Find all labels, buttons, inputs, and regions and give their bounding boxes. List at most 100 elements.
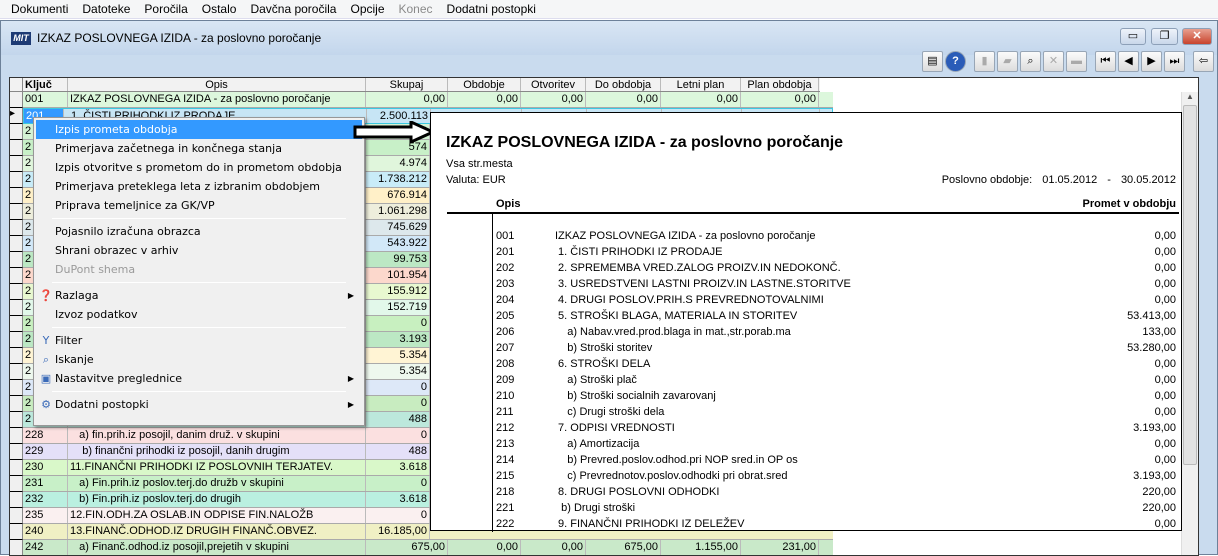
- settings-icon: ▣: [40, 372, 52, 385]
- vertical-scrollbar[interactable]: ▲: [1181, 92, 1198, 555]
- menu-dokumenti[interactable]: Dokumenti: [11, 2, 69, 16]
- search-button[interactable]: ⌕: [1020, 51, 1041, 72]
- menu-item-shrani-obrazec-v-arhiv[interactable]: Shrani obrazec v arhiv: [36, 241, 362, 260]
- report-row-value: 3.193,00: [1133, 422, 1176, 434]
- row-indicator[interactable]: [10, 268, 23, 284]
- menu-item-iskanje[interactable]: ⌕ Iskanje: [36, 350, 362, 369]
- row-indicator[interactable]: [10, 524, 23, 540]
- menu-separator: [52, 391, 346, 392]
- column-header-1[interactable]: Opis: [68, 78, 366, 91]
- row-indicator[interactable]: [10, 188, 23, 204]
- row-description: [68, 316, 366, 331]
- row-indicator[interactable]: [10, 316, 23, 332]
- column-header-4[interactable]: Otvoritev: [521, 78, 586, 91]
- help-button[interactable]: ?: [945, 51, 966, 72]
- row-indicator[interactable]: [10, 172, 23, 188]
- row-indicator[interactable]: [10, 444, 23, 460]
- close-button[interactable]: ✕: [1182, 28, 1212, 45]
- menu-item-nastavitve-preglednice[interactable]: ▣ Nastavitve preglednice ▶: [36, 369, 362, 388]
- print-icon: ▬: [1071, 55, 1082, 67]
- menu-item-label: Izvoz podatkov: [55, 308, 138, 321]
- menu-item-label: Nastavitve preglednice: [55, 372, 183, 385]
- next-record-button[interactable]: ▶: [1141, 51, 1162, 72]
- menu-datoteke[interactable]: Datoteke: [82, 2, 131, 16]
- menu-item-primerjava-začetnega-in-končnega-stanja[interactable]: Primerjava začetnega in končnega stanja: [36, 139, 362, 158]
- row-key: 230: [23, 460, 68, 475]
- row-indicator[interactable]: [10, 540, 23, 555]
- row-indicator[interactable]: [10, 396, 23, 412]
- row-indicator[interactable]: [10, 428, 23, 444]
- last-record-button[interactable]: ⏭: [1164, 51, 1185, 72]
- report-row-key: 203: [496, 278, 515, 290]
- row-indicator[interactable]: [10, 252, 23, 268]
- column-header-2[interactable]: Skupaj: [366, 78, 448, 91]
- print-button[interactable]: ▬: [1066, 51, 1087, 72]
- report-row-value: 0,00: [1154, 262, 1176, 274]
- row-indicator[interactable]: [10, 380, 23, 396]
- row-value: 101.954: [366, 268, 430, 283]
- menu-ostalo[interactable]: Ostalo: [201, 2, 237, 16]
- restore-button[interactable]: ❐: [1151, 28, 1178, 45]
- column-header-6[interactable]: Letni plan: [661, 78, 741, 91]
- menu-item-izvoz-podatkov[interactable]: Izvoz podatkov: [36, 305, 362, 324]
- submenu-arrow-icon: ▶: [347, 400, 354, 409]
- first-record-button[interactable]: ⏮: [1095, 51, 1116, 72]
- row-indicator[interactable]: ▸: [10, 108, 23, 124]
- minimize-button[interactable]: ▭: [1120, 28, 1146, 45]
- row-indicator[interactable]: [10, 92, 23, 108]
- menu-item-dodatni-postopki[interactable]: ⚙ Dodatni postopki ▶: [36, 395, 362, 414]
- menu-poročila[interactable]: Poročila: [144, 2, 188, 16]
- row-indicator[interactable]: [10, 364, 23, 380]
- row-indicator[interactable]: [10, 156, 23, 172]
- row-indicator[interactable]: [10, 300, 23, 316]
- row-indicator[interactable]: [10, 284, 23, 300]
- menu-item-izpis-prometa-obdobja[interactable]: Izpis prometa obdobja: [36, 120, 362, 139]
- card-button[interactable]: ▤: [922, 51, 943, 72]
- row-key: 001: [23, 92, 68, 107]
- row-value: 543.922: [366, 236, 430, 251]
- new-doc-icon: ▮: [981, 55, 988, 67]
- prev-record-button[interactable]: ◀: [1118, 51, 1139, 72]
- delete-button[interactable]: ✕: [1043, 51, 1064, 72]
- menu-item-filter[interactable]: Y Filter: [36, 331, 362, 350]
- row-indicator[interactable]: [10, 124, 23, 140]
- column-header-5[interactable]: Do obdobja: [586, 78, 661, 91]
- open-folder-button[interactable]: ▰: [997, 51, 1018, 72]
- menu-item-pojasnilo-izračuna-obrazca[interactable]: Pojasnilo izračuna obrazca: [36, 222, 362, 241]
- column-header-3[interactable]: Obdobje: [448, 78, 521, 91]
- row-value: 1.738.212: [366, 172, 430, 187]
- menu-item-priprava-temeljnice-za-gk-vp[interactable]: Priprava temeljnice za GK/VP: [36, 196, 362, 215]
- menu-dodatni-postopki[interactable]: Dodatni postopki: [446, 2, 536, 16]
- row-indicator[interactable]: [10, 236, 23, 252]
- row-value: 152.719: [366, 300, 430, 315]
- report-row-value: 3.193,00: [1133, 470, 1176, 482]
- menu-item-primerjava-preteklega-leta-z-izbranim-obdobjem[interactable]: Primerjava preteklega leta z izbranim ob…: [36, 177, 362, 196]
- table-row[interactable]: 242 a) Finanč.odhod.iz posojil,prejetih …: [23, 540, 833, 555]
- report-row-description: b) Drugi stroški: [555, 502, 636, 514]
- report-row-value: 0,00: [1154, 390, 1176, 402]
- row-indicator[interactable]: [10, 476, 23, 492]
- row-indicator[interactable]: [10, 412, 23, 428]
- row-indicator[interactable]: [10, 348, 23, 364]
- row-indicator[interactable]: [10, 508, 23, 524]
- menu-davčna-poročila[interactable]: Davčna poročila: [250, 2, 337, 16]
- column-header-7[interactable]: Plan obdobja: [741, 78, 819, 91]
- exit-button[interactable]: ⇦: [1193, 51, 1214, 72]
- row-indicator[interactable]: [10, 332, 23, 348]
- menu-item-razlaga[interactable]: ❓ Razlaga ▶: [36, 286, 362, 305]
- menu-konec[interactable]: Konec: [398, 2, 433, 16]
- new-doc-button[interactable]: ▮: [974, 51, 995, 72]
- report-row-description: b) Stroški storitev: [555, 342, 653, 354]
- report-row-value: 0,00: [1154, 374, 1176, 386]
- row-indicator[interactable]: [10, 220, 23, 236]
- row-description: [68, 236, 366, 251]
- row-indicator[interactable]: [10, 140, 23, 156]
- row-indicator[interactable]: [10, 460, 23, 476]
- menu-item-izpis-otvoritve-s-prometom-do-in-prometom-obdobja[interactable]: Izpis otvoritve s prometom do in prometo…: [36, 158, 362, 177]
- row-indicator[interactable]: [10, 204, 23, 220]
- menu-opcije[interactable]: Opcije: [350, 2, 385, 16]
- column-header-0[interactable]: Ključ: [23, 78, 68, 91]
- table-row[interactable]: 001 IZKAZ POSLOVNEGA IZIDA - za poslovno …: [23, 92, 833, 108]
- row-key: 240: [23, 524, 68, 539]
- row-indicator[interactable]: [10, 492, 23, 508]
